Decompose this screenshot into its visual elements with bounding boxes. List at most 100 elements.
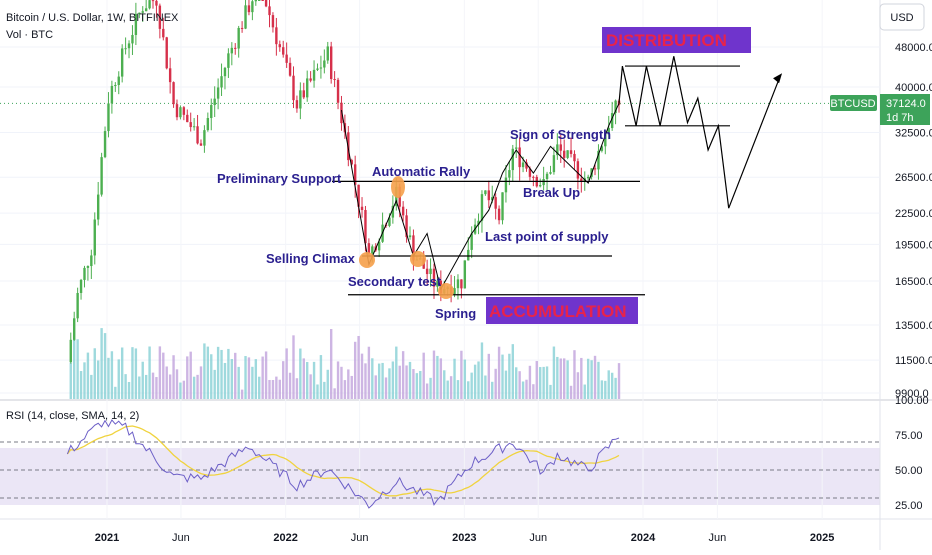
- volume-bar: [545, 366, 549, 399]
- candle-body: [216, 87, 220, 99]
- volume-bar: [419, 370, 422, 399]
- candle-body: [210, 105, 213, 119]
- candle-body: [309, 78, 312, 81]
- volume-bar: [432, 350, 436, 399]
- volume-bar: [374, 375, 377, 399]
- volume-bar: [480, 342, 484, 399]
- volume-bar: [371, 358, 374, 399]
- time-tick-label: 2025: [810, 532, 834, 544]
- volume-bar: [525, 379, 528, 399]
- volume-bar: [182, 380, 186, 399]
- last-point-of-supply-label: Last point of supply: [485, 229, 609, 244]
- volume-bar: [463, 359, 467, 399]
- volume-bar: [186, 356, 189, 399]
- volume-bar: [350, 375, 353, 399]
- volume-bars: [69, 328, 621, 399]
- candle-body: [607, 128, 610, 135]
- volume-bar: [237, 366, 240, 399]
- volume-bar: [357, 335, 360, 399]
- candle-body: [203, 130, 206, 146]
- candle-body: [480, 194, 484, 221]
- volume-bar: [518, 371, 521, 399]
- volume-bar: [528, 365, 532, 399]
- candle-body: [336, 79, 340, 103]
- candle-body: [168, 68, 172, 83]
- volume-bar: [532, 384, 535, 399]
- candle-body: [251, 1, 254, 13]
- volume-bar: [556, 356, 559, 399]
- volume-bar: [583, 384, 586, 399]
- volume-bar: [467, 381, 470, 399]
- candle-body: [580, 178, 583, 182]
- currency-button[interactable]: [879, 3, 925, 31]
- volume-bar: [398, 365, 401, 399]
- candle-body: [172, 82, 175, 105]
- time-axis[interactable]: 2021 Jun 2022 Jun 2023 Jun 2024 Jun 2025: [95, 532, 835, 544]
- volume-bar: [220, 349, 223, 399]
- price-tick-label: 16500.0: [895, 276, 932, 288]
- secondary-test-marker: [410, 251, 426, 267]
- candle-body: [539, 185, 542, 187]
- candle-body: [134, 13, 138, 35]
- candle-body: [192, 126, 196, 128]
- symbol-tag-label: BTCUSD: [830, 98, 875, 110]
- volume-bar: [326, 369, 329, 399]
- volume-bar: [162, 352, 165, 399]
- volume-bar: [364, 363, 367, 399]
- volume-bar: [401, 351, 405, 399]
- volume-bar: [343, 380, 347, 399]
- volume-bar: [175, 369, 179, 399]
- volume-bar: [552, 346, 556, 399]
- volume-bar: [230, 359, 234, 399]
- candle-body: [377, 241, 381, 251]
- volume-bar: [79, 371, 83, 399]
- volume-bar: [86, 352, 90, 399]
- candle-body: [597, 150, 600, 170]
- candle-body: [528, 168, 532, 177]
- volume-bar: [511, 344, 514, 399]
- candle-body: [549, 172, 552, 174]
- candle-body: [268, 6, 271, 16]
- candle-body: [162, 28, 165, 38]
- volume-bar: [323, 381, 326, 399]
- preliminary-support-label: Preliminary Support: [217, 171, 342, 186]
- candle-body: [532, 176, 535, 178]
- candle-body: [316, 68, 319, 70]
- candle-body: [302, 90, 305, 98]
- rsi-ma-line: [66, 425, 620, 497]
- time-tick-label: Jun: [172, 532, 190, 544]
- price-tick-label: 9900.0: [895, 388, 929, 400]
- volume-bar: [336, 361, 340, 399]
- volume-bar: [261, 356, 264, 399]
- volume-bar: [114, 386, 117, 399]
- candle-body: [610, 113, 614, 129]
- price-axis[interactable]: 48000.0 40000.0 32500.0 26500.0 22500.0 19500…: [895, 42, 932, 400]
- candle-body: [213, 98, 216, 106]
- candle-body: [158, 5, 162, 29]
- accumulation-box: [486, 297, 638, 324]
- volume-bar: [388, 368, 391, 399]
- currency-button-label: USD: [890, 12, 913, 24]
- candle-body: [271, 15, 275, 28]
- volume-bar: [535, 361, 538, 399]
- candle-body: [90, 255, 93, 267]
- candle-body: [552, 155, 556, 173]
- candle-body: [83, 267, 86, 280]
- volume-bar: [83, 362, 86, 399]
- volume-bar: [384, 377, 388, 399]
- volume-bar: [93, 348, 96, 399]
- volume-bar: [292, 335, 295, 399]
- candle-body: [593, 168, 597, 170]
- rsi-tick-label: 100.00: [895, 395, 929, 407]
- volume-bar: [155, 377, 158, 399]
- volume-bar: [100, 328, 103, 399]
- candle-body: [124, 48, 127, 50]
- volume-bar: [179, 382, 182, 399]
- volume-bar: [377, 363, 381, 399]
- time-tick-label: 2021: [95, 532, 119, 544]
- volume-bar: [141, 361, 144, 399]
- time-tick-label: 2024: [631, 532, 656, 544]
- price-tick-label: 26500.0: [895, 172, 932, 184]
- volume-bar: [316, 384, 319, 399]
